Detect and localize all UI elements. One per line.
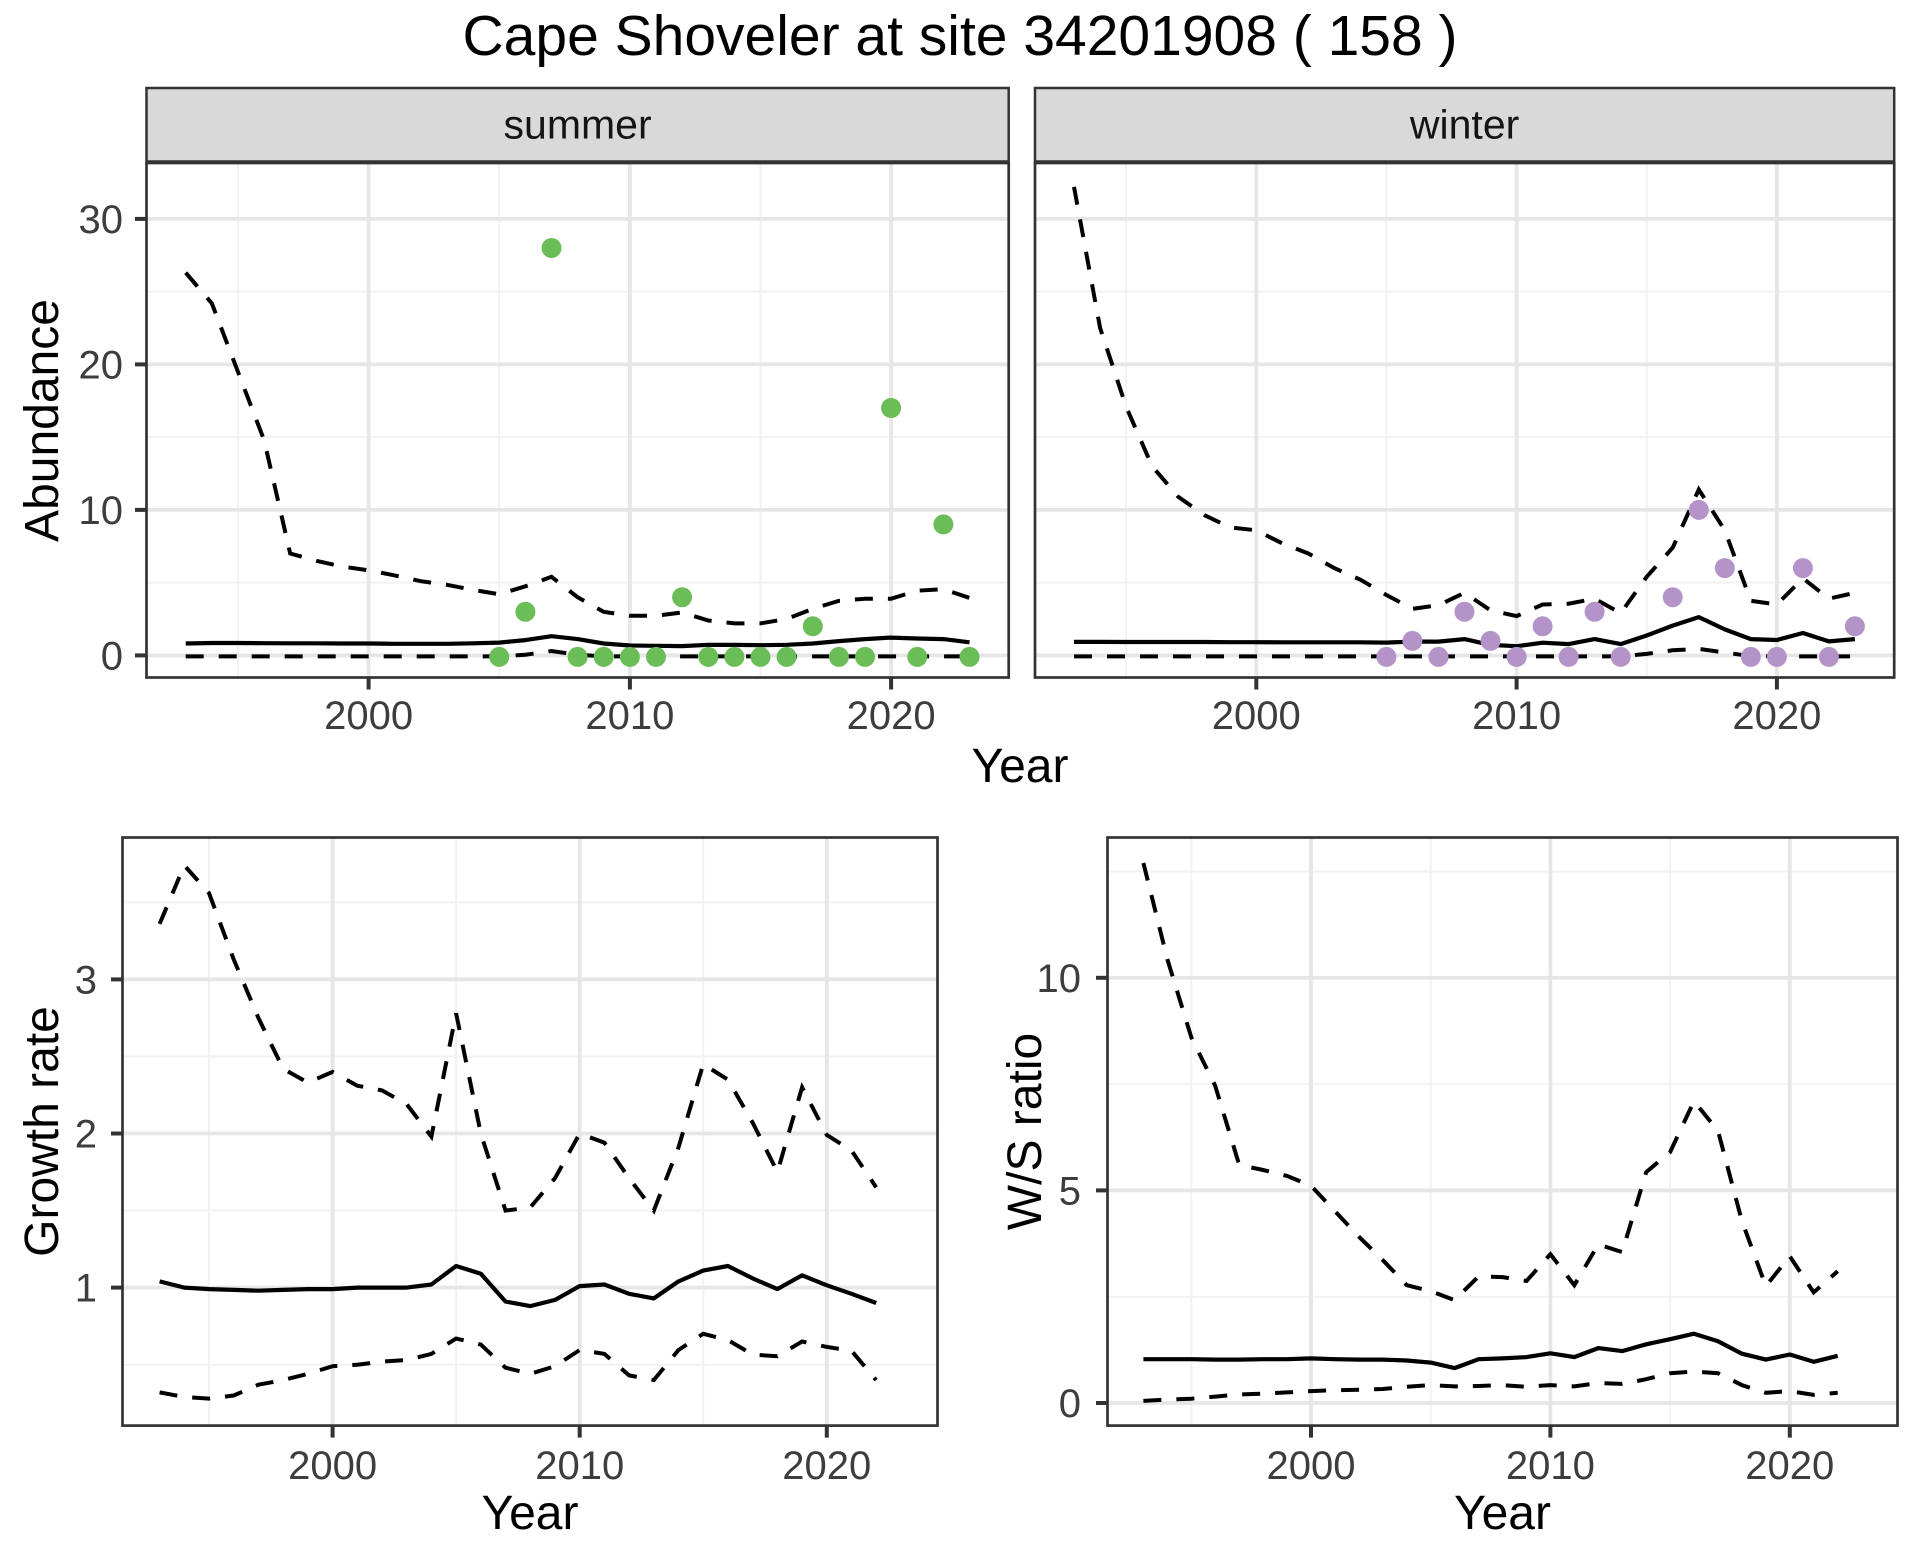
svg-text:Abundance: Abundance	[16, 299, 69, 542]
svg-text:2020: 2020	[1732, 694, 1821, 738]
svg-text:0: 0	[101, 634, 123, 678]
svg-text:2000: 2000	[1267, 1444, 1356, 1488]
svg-text:10: 10	[79, 489, 124, 533]
svg-text:summer: summer	[504, 102, 652, 148]
svg-text:2010: 2010	[1506, 1444, 1595, 1488]
svg-text:Year: Year	[482, 1487, 579, 1540]
svg-text:3: 3	[75, 958, 97, 1002]
svg-text:30: 30	[79, 198, 124, 242]
svg-text:2020: 2020	[782, 1444, 871, 1488]
svg-text:2020: 2020	[1745, 1444, 1834, 1488]
svg-text:Year: Year	[1454, 1487, 1551, 1540]
svg-text:5: 5	[1059, 1169, 1081, 1213]
svg-text:2000: 2000	[288, 1444, 377, 1488]
svg-text:2020: 2020	[847, 694, 936, 738]
svg-text:2010: 2010	[585, 694, 674, 738]
svg-text:0: 0	[1059, 1382, 1081, 1426]
svg-text:1: 1	[75, 1267, 97, 1311]
svg-text:Growth rate: Growth rate	[16, 1006, 69, 1257]
svg-text:winter: winter	[1409, 102, 1519, 148]
svg-text:2010: 2010	[535, 1444, 624, 1488]
svg-text:Year: Year	[972, 740, 1069, 793]
svg-text:2000: 2000	[324, 694, 413, 738]
svg-text:10: 10	[1037, 957, 1082, 1001]
svg-text:2: 2	[75, 1113, 97, 1157]
svg-text:2000: 2000	[1212, 694, 1301, 738]
svg-text:W/S ratio: W/S ratio	[999, 1033, 1052, 1230]
svg-text:Cape Shoveler at site 34201908: Cape Shoveler at site 34201908 ( 158 )	[463, 4, 1458, 68]
svg-text:2010: 2010	[1472, 694, 1561, 738]
svg-text:20: 20	[79, 343, 124, 387]
